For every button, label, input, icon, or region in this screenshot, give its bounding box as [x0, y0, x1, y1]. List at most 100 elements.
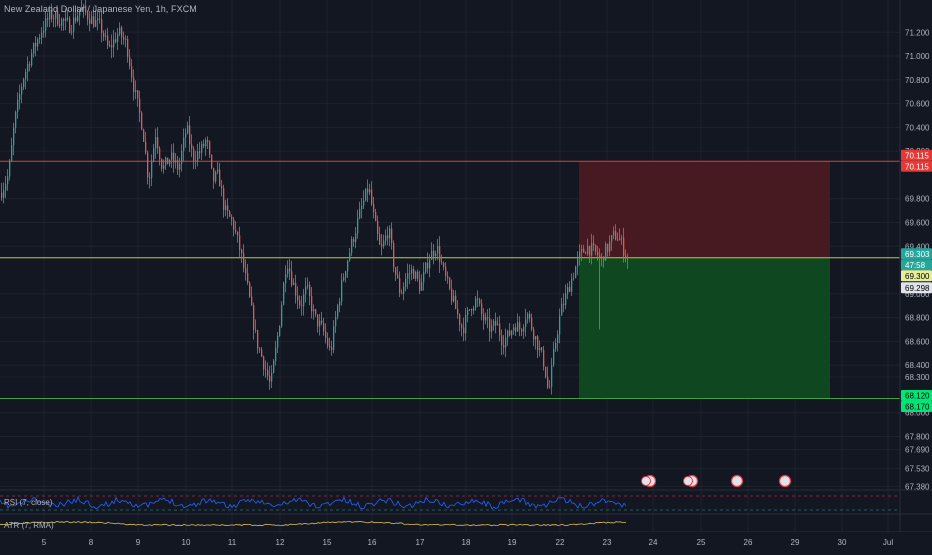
candle-body: [365, 188, 367, 201]
candle-body: [585, 252, 587, 254]
stop-loss-zone: [579, 161, 830, 258]
candle-body: [503, 345, 505, 348]
candle-body: [599, 255, 601, 258]
candle-body: [5, 184, 7, 191]
candle-body: [443, 263, 445, 267]
candle-body: [329, 346, 331, 348]
time-tick-label: 12: [276, 538, 285, 547]
candle-body: [415, 271, 417, 279]
candle-body: [577, 257, 579, 267]
candle-body: [129, 56, 131, 67]
candle-body: [477, 298, 479, 300]
candle-body: [547, 376, 549, 388]
price-badge: [901, 282, 932, 294]
candle-body: [195, 160, 197, 162]
candle-body: [275, 347, 277, 361]
candle-body: [261, 349, 263, 357]
candle-body: [363, 200, 365, 206]
candle-body: [13, 127, 15, 146]
candle-body: [159, 148, 161, 160]
candle-body: [41, 32, 43, 38]
candle-body: [225, 205, 227, 210]
price-tick-label: 70.400: [905, 123, 930, 132]
time-tick-label: 23: [603, 538, 612, 547]
candle-body: [45, 18, 47, 31]
candle-body: [191, 144, 193, 149]
candle-body: [511, 330, 513, 336]
candle-body: [475, 298, 477, 309]
candle-body: [287, 268, 289, 275]
candle-body: [343, 277, 345, 281]
candle-body: [303, 294, 305, 307]
candle-body: [239, 235, 241, 250]
candle-body: [409, 273, 411, 275]
candle-body: [601, 256, 603, 258]
candle-body: [135, 90, 137, 92]
rsi-label[interactable]: RSI (7, close): [4, 498, 53, 507]
price-badge-label: 70.115: [905, 151, 929, 160]
candle-body: [499, 323, 501, 336]
candle-body: [383, 240, 385, 247]
candle-body: [613, 231, 615, 236]
candle-body: [79, 10, 81, 16]
candle-body: [559, 315, 561, 335]
candle-body: [175, 160, 177, 163]
candle-body: [615, 231, 617, 240]
candle-body: [211, 154, 213, 168]
atr-label[interactable]: ATR (7, RMA): [4, 521, 54, 530]
time-axis-background: [0, 532, 932, 550]
candle-body: [453, 295, 455, 302]
price-tick-label: 68.800: [905, 314, 930, 323]
time-tick-label: 30: [838, 538, 847, 547]
candle-body: [517, 322, 519, 332]
candle-body: [311, 296, 313, 312]
candle-body: [7, 176, 9, 185]
candle-body: [31, 53, 33, 66]
candle-body: [441, 262, 443, 264]
time-tick-label: 15: [323, 538, 332, 547]
candle-body: [561, 303, 563, 316]
price-tick-label: 69.600: [905, 218, 930, 227]
candle-body: [587, 245, 589, 254]
price-tick-label: 68.000: [905, 409, 930, 418]
candle-body: [117, 34, 119, 42]
candle-body: [189, 125, 191, 145]
candle-body: [163, 165, 165, 169]
time-tick-label: 29: [791, 538, 800, 547]
time-tick-label: Jul: [883, 538, 893, 547]
price-tick-label: 67.800: [905, 432, 930, 441]
candle-body: [11, 145, 13, 162]
candle-body: [589, 245, 591, 256]
candle-body: [147, 152, 149, 178]
candle-body: [15, 111, 17, 128]
symbol-title[interactable]: New Zealand Dollar / Japanese Yen, 1h, F…: [4, 4, 197, 14]
candle-body: [165, 157, 167, 166]
candle-body: [351, 239, 353, 253]
candle-body: [35, 43, 37, 47]
price-tick-label: 68.300: [905, 373, 930, 382]
candle-body: [575, 266, 577, 278]
candle-body: [487, 317, 489, 319]
candle-body: [325, 331, 327, 338]
price-tick-label: 67.380: [905, 482, 930, 491]
candle-body: [435, 253, 437, 257]
candle-body: [83, 5, 85, 8]
candle-body: [257, 330, 259, 349]
event-marker-icon: [730, 474, 744, 488]
candle-body: [341, 280, 343, 302]
candle-body: [133, 77, 135, 92]
price-tick-label: 70.800: [905, 76, 930, 85]
candle-body: [209, 141, 211, 155]
candles-group: [1, 0, 629, 395]
candle-body: [425, 262, 427, 273]
price-badge-label: 68.120: [905, 391, 930, 400]
candle-body: [229, 211, 231, 217]
candle-body: [583, 248, 585, 253]
candle-body: [49, 9, 51, 20]
candle-body: [455, 295, 457, 309]
price-badge: [901, 149, 932, 161]
candle-body: [323, 322, 325, 332]
candle-body: [623, 237, 625, 256]
